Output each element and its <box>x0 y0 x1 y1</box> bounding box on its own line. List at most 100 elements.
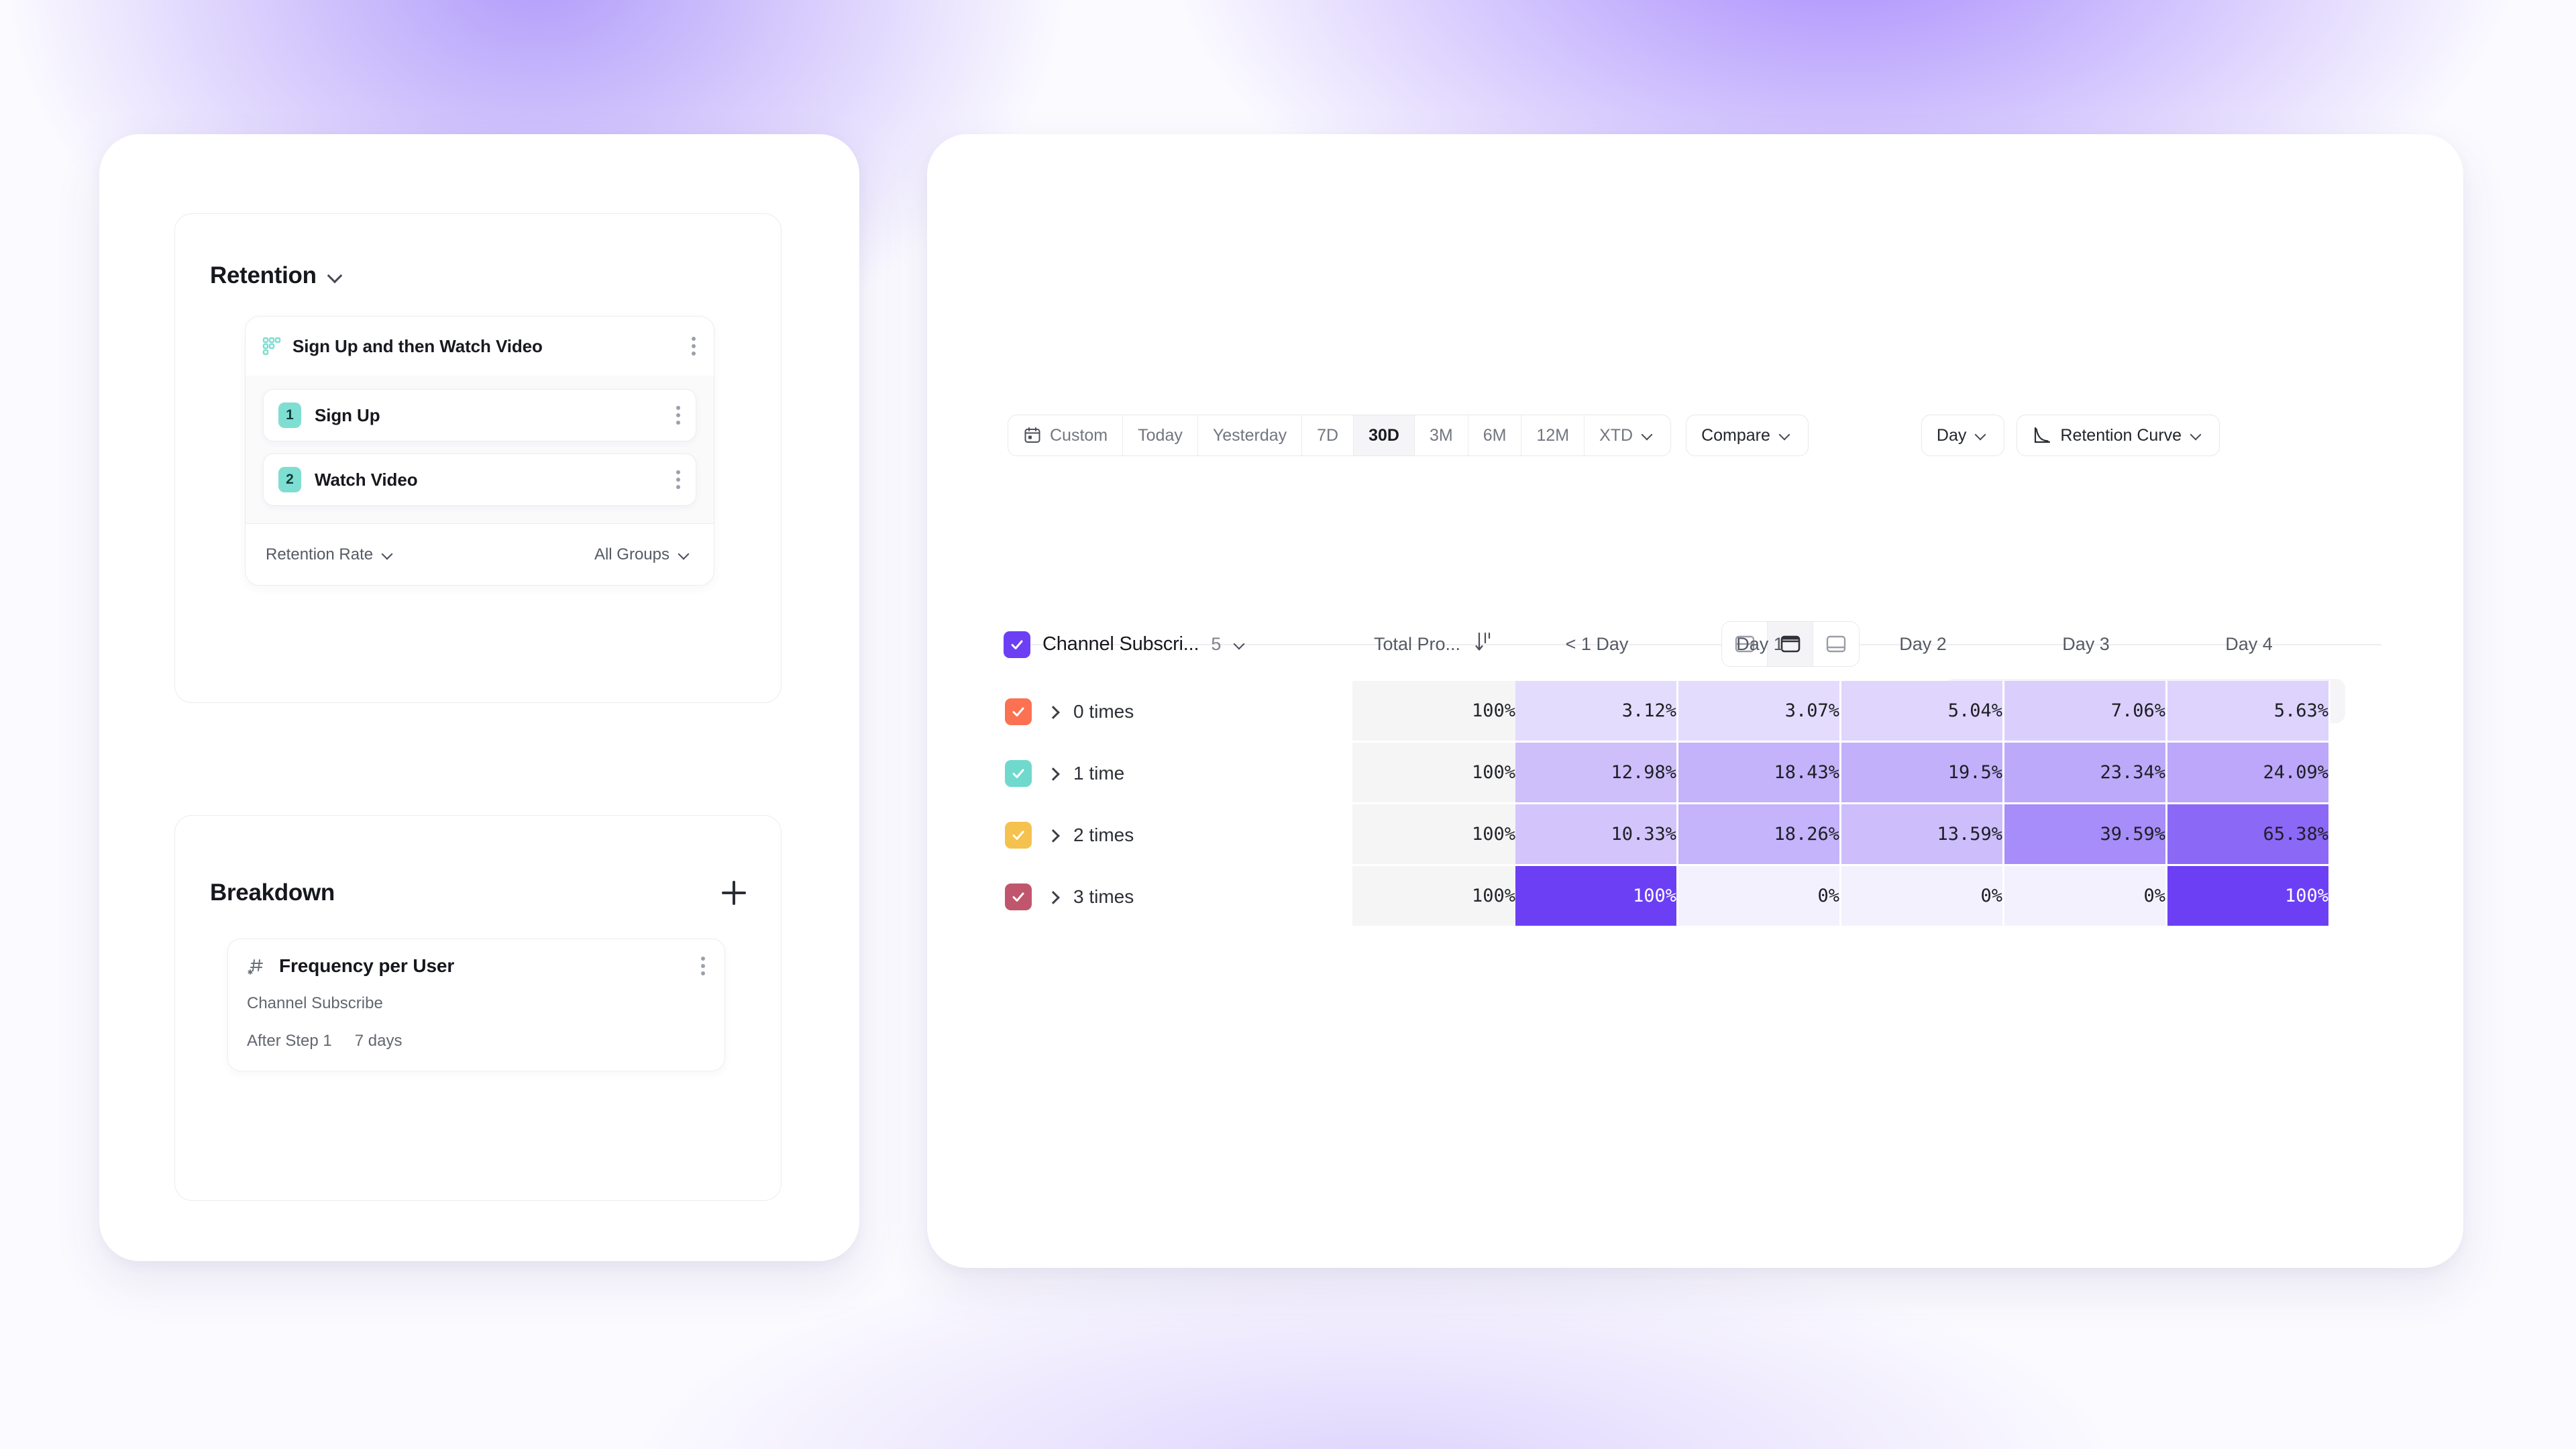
retention-metric-label: Retention Rate <box>266 545 374 564</box>
expand-row-icon[interactable] <box>1046 829 1059 841</box>
row-checkbox[interactable] <box>1005 883 1032 910</box>
range-custom[interactable]: Custom <box>1008 415 1124 455</box>
chevron-down-icon <box>1641 428 1656 443</box>
expand-row-icon[interactable] <box>1046 891 1059 903</box>
cell-retention: 12.98% <box>1515 743 1678 804</box>
range-7d[interactable]: 7D <box>1302 415 1354 455</box>
groups-label: All Groups <box>594 545 669 564</box>
funnel-steps: 1 Sign Up 2 Watch Video <box>246 376 714 523</box>
range-6m[interactable]: 6M <box>1468 415 1522 455</box>
breakdown-step[interactable]: After Step 1 <box>247 1032 332 1050</box>
range-12m[interactable]: 12M <box>1521 415 1585 455</box>
range-30d-label: 30D <box>1368 425 1399 445</box>
table-row[interactable]: 1 time 100% 12.98% 18.43% 19.5% 23.34% 24.09% <box>1004 743 2330 804</box>
th-total-proportion[interactable]: Total Pro... <box>1352 631 1515 681</box>
sort-descending-icon[interactable] <box>1474 631 1494 658</box>
th-group: Channel Subscri... 5 <box>1004 631 1352 681</box>
cell-retention: 5.04% <box>1841 681 2004 743</box>
select-all-checkbox[interactable] <box>1004 631 1030 658</box>
range-xtd-label: XTD <box>1599 425 1633 445</box>
hash-property-icon <box>247 956 267 976</box>
chevron-down-icon <box>2190 428 2204 443</box>
calendar-icon <box>1023 426 1042 445</box>
table-row[interactable]: 0 times 100% 3.12% 3.07% 5.04% 7.06% 5.63% <box>1004 681 2330 743</box>
retention-curve-icon <box>2032 425 2052 445</box>
kebab-menu-icon[interactable] <box>700 957 706 975</box>
range-xtd[interactable]: XTD <box>1585 415 1671 455</box>
step-number-badge: 2 <box>278 467 301 492</box>
compare-label: Compare <box>1701 425 1770 445</box>
breakdown-item[interactable]: Frequency per User Channel Subscribe Aft… <box>227 938 725 1071</box>
cell-retention: 13.59% <box>1841 804 2004 866</box>
table-top-view-button[interactable] <box>1768 622 1813 666</box>
th-day-0[interactable]: < 1 Day <box>1565 634 1629 654</box>
row-group-cell: 3 times <box>1004 866 1352 928</box>
cell-retention: 39.59% <box>2004 804 2167 866</box>
table-bottom-fade <box>927 966 2463 1006</box>
funnel-definition-block: Sign Up and then Watch Video 1 Sign Up 2… <box>245 316 714 586</box>
expand-row-icon[interactable] <box>1046 706 1059 718</box>
cell-retention: 19.5% <box>1841 743 2004 804</box>
breakdown-header: Breakdown <box>210 879 746 906</box>
kebab-menu-icon[interactable] <box>676 470 681 489</box>
range-3m[interactable]: 3M <box>1414 415 1468 455</box>
cell-retention: 0% <box>1841 866 2004 928</box>
th-day-1[interactable]: Day 1 <box>1736 634 1784 654</box>
cell-retention: 18.43% <box>1678 743 1841 804</box>
row-checkbox[interactable] <box>1005 760 1032 787</box>
kebab-menu-icon[interactable] <box>676 406 681 425</box>
cell-retention: 24.09% <box>2167 743 2330 804</box>
row-checkbox[interactable] <box>1005 698 1032 725</box>
split-even-view-button[interactable] <box>1722 622 1768 666</box>
th-total-label: Total Pro... <box>1373 634 1461 654</box>
cell-total-proportion: 100% <box>1352 804 1515 866</box>
table-row[interactable]: 3 times 100% 100% 0% 0% 0% 100% <box>1004 866 2330 928</box>
breakdown-window[interactable]: 7 days <box>354 1032 402 1050</box>
cell-retention: 23.34% <box>2004 743 2167 804</box>
chart-type-button[interactable]: Retention Curve <box>2017 415 2220 456</box>
cell-retention: 10.33% <box>1515 804 1678 866</box>
date-range-group: Custom Today Yesterday 7D 30D 3M 6M 12M … <box>1008 415 1672 456</box>
chart-type-label: Retention Curve <box>2060 425 2182 445</box>
granularity-label: Day <box>1936 425 1967 445</box>
compare-button[interactable]: Compare <box>1686 415 1809 456</box>
cell-retention: 0% <box>1678 866 1841 928</box>
kebab-menu-icon[interactable] <box>691 337 696 356</box>
plus-icon[interactable] <box>722 881 746 905</box>
th-day-3[interactable]: Day 3 <box>2062 634 2110 654</box>
cell-retention: 18.26% <box>1678 804 1841 866</box>
cell-retention: 7.06% <box>2004 681 2167 743</box>
granularity-button[interactable]: Day <box>1921 415 2005 456</box>
retention-metric-select[interactable]: Retention Rate <box>266 545 396 564</box>
row-group-cell: 1 time <box>1004 743 1352 804</box>
chart-bottom-view-button[interactable] <box>1813 622 1859 666</box>
row-label: 0 times <box>1073 701 1134 722</box>
cell-total-proportion: 100% <box>1352 866 1515 928</box>
row-checkbox[interactable] <box>1005 822 1032 849</box>
cell-total-proportion: 100% <box>1352 743 1515 804</box>
range-3m-label: 3M <box>1429 425 1453 445</box>
chevron-down-icon[interactable] <box>1233 637 1248 652</box>
range-yesterday[interactable]: Yesterday <box>1197 415 1303 455</box>
breakdown-card: Breakdown Frequency per User <box>174 815 782 1201</box>
chevron-down-icon <box>1778 428 1793 443</box>
expand-row-icon[interactable] <box>1046 767 1059 780</box>
chevron-down-icon[interactable] <box>327 268 342 283</box>
funnel-header[interactable]: Sign Up and then Watch Video <box>246 317 714 376</box>
retention-table-wrapper[interactable]: Channel Subscri... 5 Total Pro... <box>1004 631 2576 928</box>
cell-retention: 5.63% <box>2167 681 2330 743</box>
step-label: Sign Up <box>315 405 380 425</box>
groups-select[interactable]: All Groups <box>594 545 692 564</box>
th-day-2[interactable]: Day 2 <box>1899 634 1947 654</box>
funnel-step-1[interactable]: 1 Sign Up <box>263 389 696 441</box>
date-range-toolbar: Custom Today Yesterday 7D 30D 3M 6M 12M … <box>1008 415 2220 456</box>
table-row[interactable]: 2 times 100% 10.33% 18.26% 13.59% 39.59% 65.38… <box>1004 804 2330 866</box>
retention-title-row[interactable]: Retention <box>210 262 781 289</box>
range-today[interactable]: Today <box>1123 415 1198 455</box>
range-30d[interactable]: 30D <box>1354 415 1415 455</box>
th-day-4[interactable]: Day 4 <box>2225 634 2273 654</box>
row-label: 1 time <box>1073 763 1125 784</box>
funnel-step-2[interactable]: 2 Watch Video <box>263 453 696 506</box>
range-custom-label: Custom <box>1050 425 1108 445</box>
chevron-down-icon <box>678 547 692 562</box>
